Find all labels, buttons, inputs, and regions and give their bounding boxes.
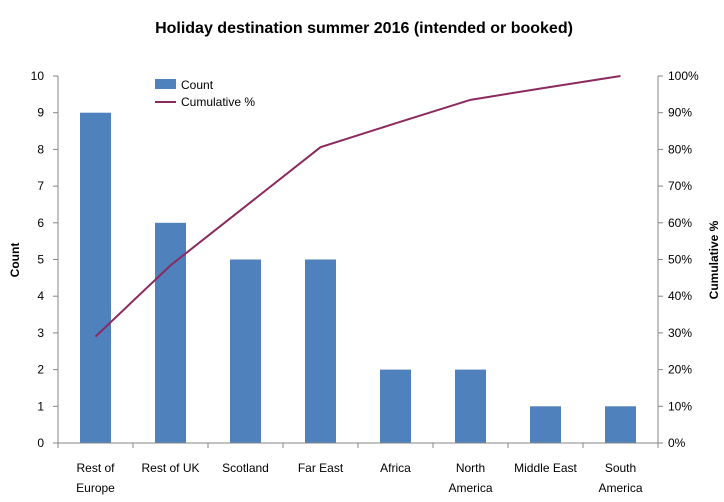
- bar-5: [455, 369, 486, 443]
- y-tick-label: 10: [31, 69, 45, 83]
- y-tick-label: 9: [37, 106, 44, 120]
- x-tick-label: Rest of Europe: [76, 461, 115, 495]
- y2-tick-label: 10%: [668, 399, 692, 413]
- y-tick-label: 8: [37, 142, 44, 156]
- cumulative-line: [94, 75, 621, 338]
- bar-series: [80, 112, 636, 443]
- y2-tick-label: 70%: [668, 179, 692, 193]
- y-tick-label: 5: [37, 253, 44, 267]
- y2-axis-title: Cumulative %: [707, 220, 721, 299]
- y2-tick-label: 20%: [668, 363, 692, 377]
- chart-title: Holiday destination summer 2016 (intende…: [155, 20, 573, 37]
- legend: Count Cumulative %: [155, 78, 255, 109]
- legend-cumulative-label: Cumulative %: [181, 95, 255, 109]
- y-tick-label: 0: [37, 436, 44, 450]
- x-tick-label: South America: [598, 461, 642, 495]
- x-tick-label: North America: [448, 461, 492, 495]
- cumulative-line-series: [94, 75, 621, 338]
- x-tick-label: Middle East: [514, 461, 577, 475]
- bar-6: [530, 406, 561, 443]
- y-tick-label: 7: [37, 179, 44, 193]
- y-axis-title: Count: [8, 243, 22, 278]
- bar-3: [305, 259, 336, 443]
- bar-0: [80, 112, 111, 443]
- y2-tick-label: 80%: [668, 142, 692, 156]
- y-tick-label: 6: [37, 216, 44, 230]
- bar-7: [605, 406, 636, 443]
- x-tick-label: Far East: [298, 461, 344, 475]
- axes: 0123456789100%10%20%30%40%50%60%70%80%90…: [31, 69, 699, 495]
- legend-count-swatch: [155, 79, 176, 89]
- y2-tick-label: 30%: [668, 326, 692, 340]
- y2-tick-label: 40%: [668, 289, 692, 303]
- y2-tick-label: 100%: [668, 69, 699, 83]
- y-tick-label: 1: [37, 399, 44, 413]
- y2-tick-label: 0%: [668, 436, 686, 450]
- y-tick-label: 2: [37, 363, 44, 377]
- bar-2: [230, 259, 261, 443]
- y-tick-label: 3: [37, 326, 44, 340]
- bar-4: [380, 369, 411, 443]
- y2-tick-label: 90%: [668, 106, 692, 120]
- x-tick-label: Scotland: [222, 461, 269, 475]
- legend-count-label: Count: [181, 78, 214, 92]
- bar-1: [155, 222, 186, 443]
- y-tick-label: 4: [37, 289, 44, 303]
- y2-tick-label: 60%: [668, 216, 692, 230]
- x-tick-label: Africa: [380, 461, 411, 475]
- y2-tick-label: 50%: [668, 253, 692, 267]
- x-tick-label: Rest of UK: [141, 461, 199, 475]
